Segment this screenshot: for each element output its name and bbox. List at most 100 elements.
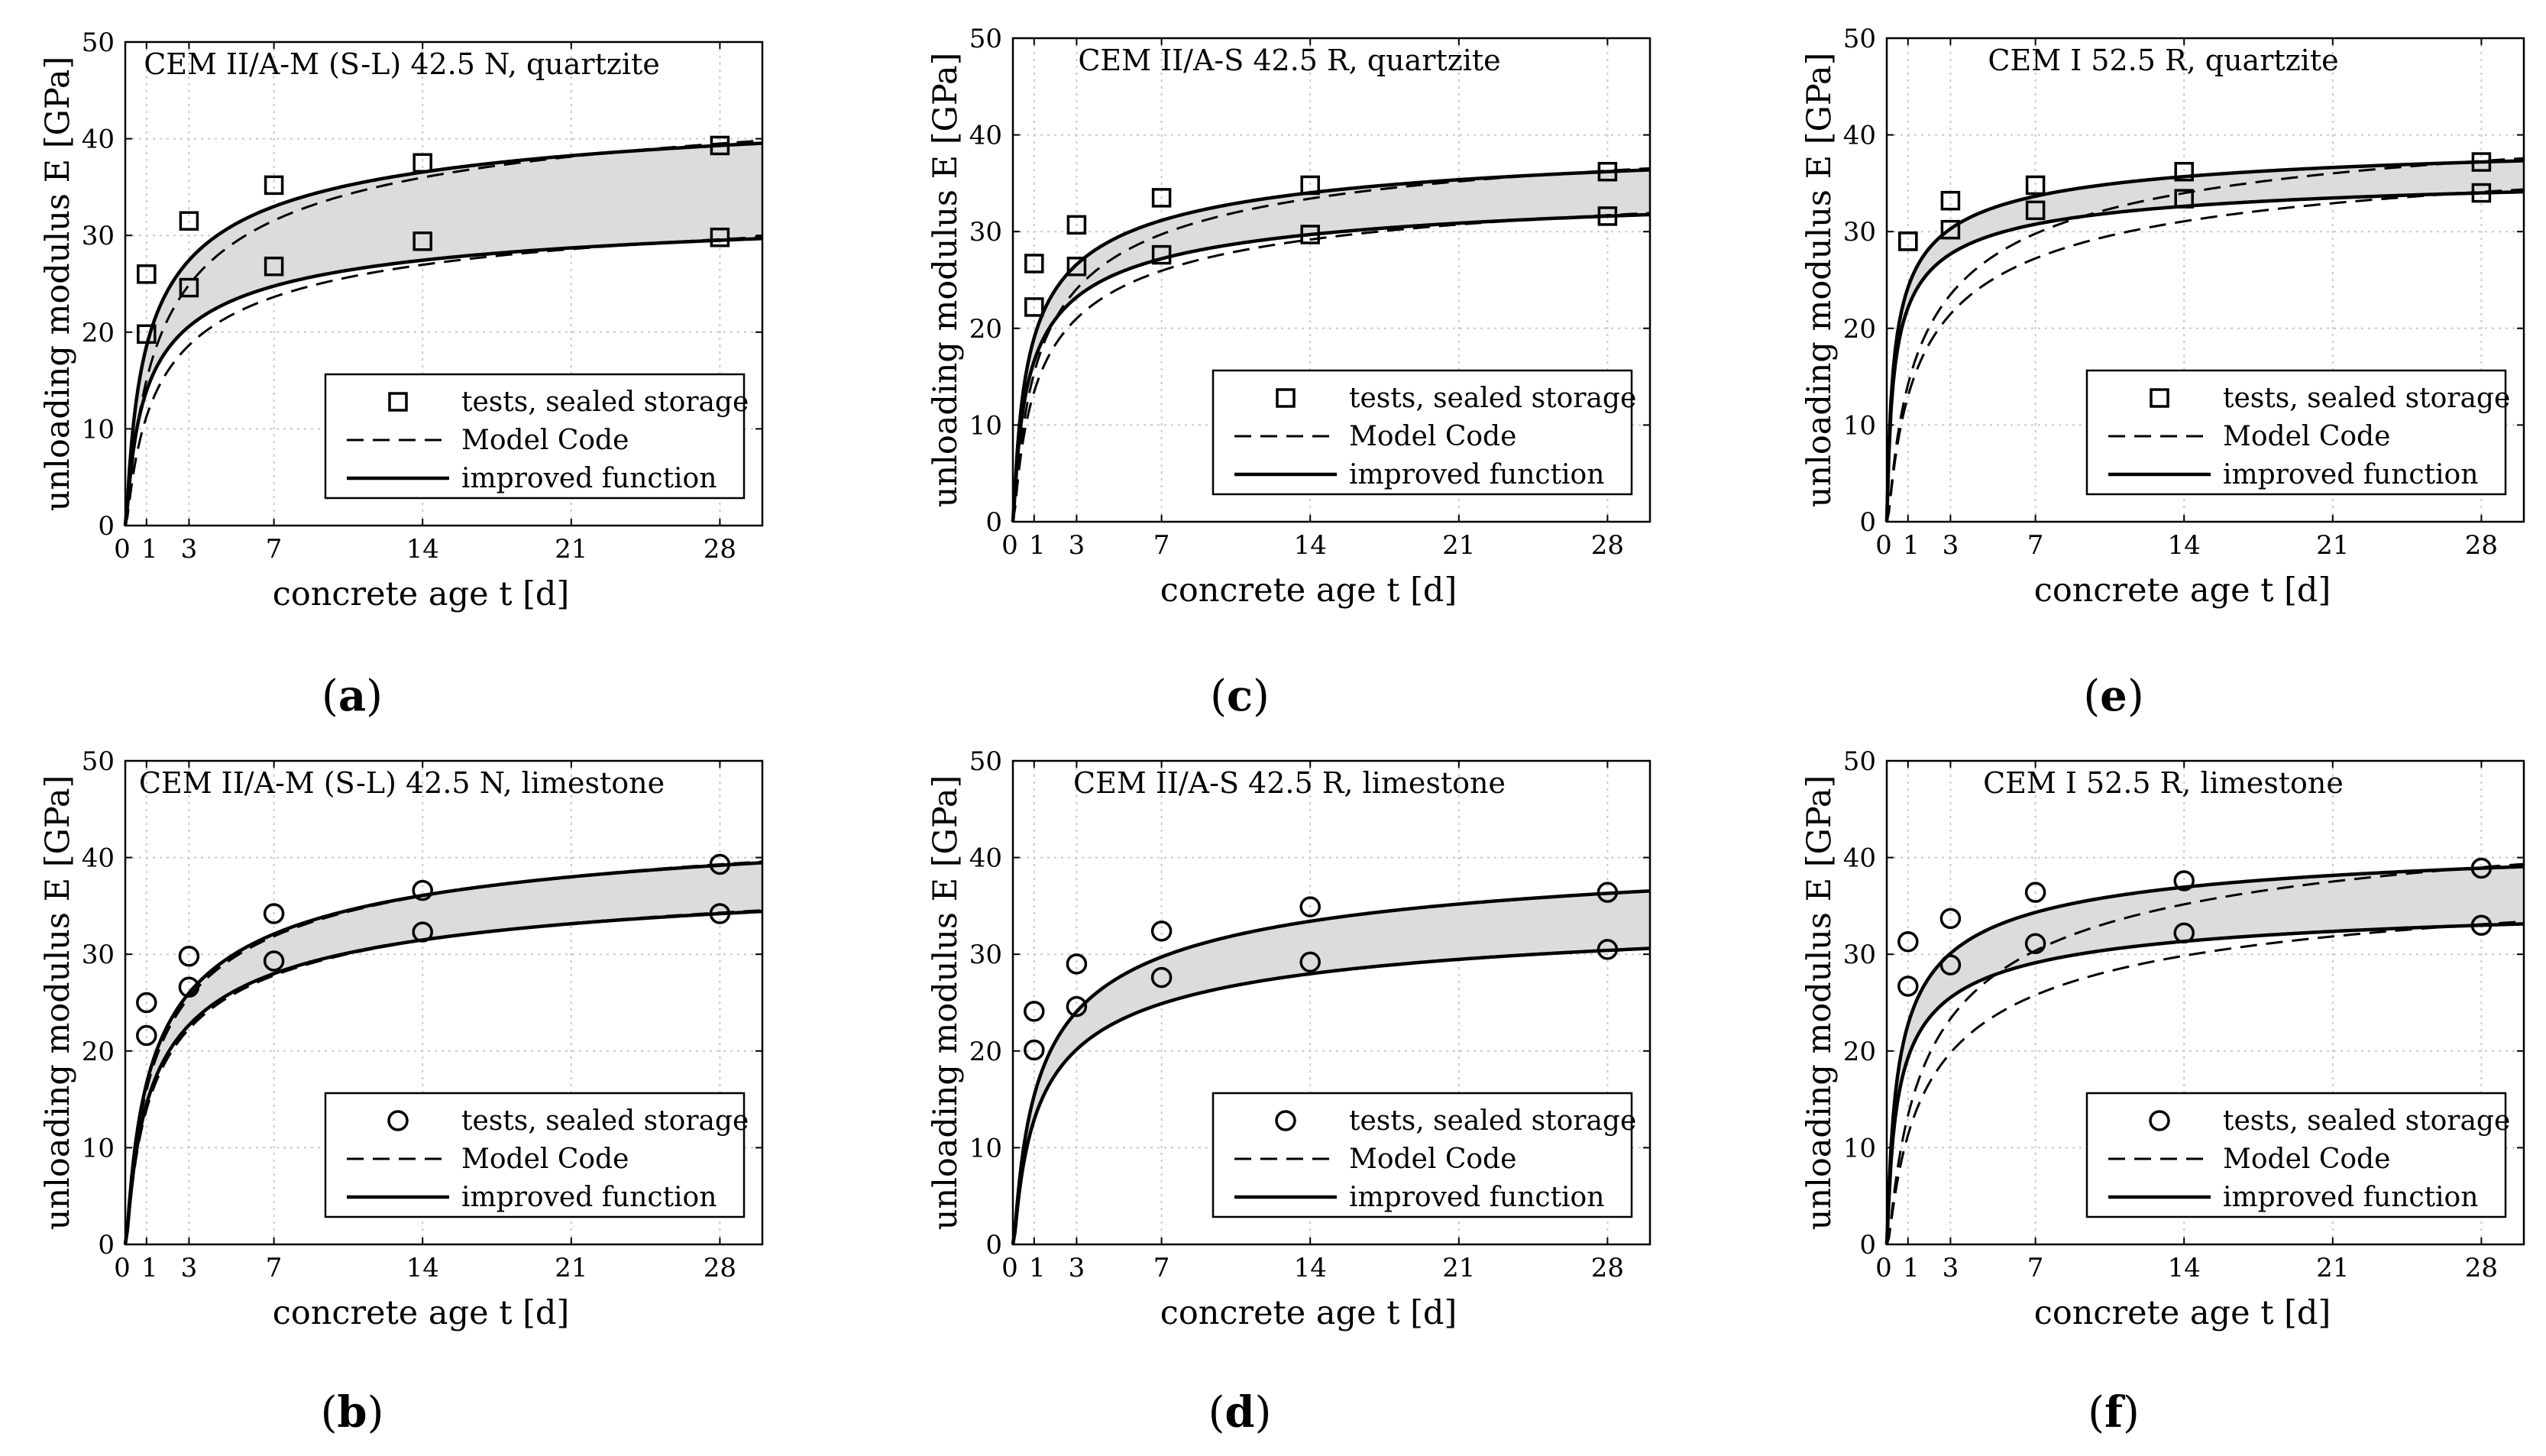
legend-label-improved: improved function	[2223, 1182, 2478, 1213]
improved-curve-upper	[1011, 168, 1651, 523]
improved-curve-upper	[1884, 865, 2525, 1245]
legend: tests, sealed storage Model Code improved …	[1212, 369, 1636, 496]
data-point-square	[1024, 297, 1044, 317]
chart-title: CEM II/A-S 42.5 R, limestone	[1073, 766, 1506, 800]
x-axis-label: concrete age t [d]	[273, 1294, 569, 1332]
data-point-circle	[178, 976, 200, 998]
x-tick-label: 28	[704, 1253, 736, 1283]
legend: tests, sealed storage Model Code improved …	[324, 373, 749, 500]
y-tick-label: 40	[969, 121, 1002, 151]
x-tick-label: 0	[114, 1253, 131, 1283]
x-tick-label: 1	[141, 1253, 158, 1283]
y-tick-label: 20	[969, 314, 1002, 345]
legend-label-model-code: Model Code	[2223, 421, 2390, 452]
data-point-square	[137, 264, 157, 284]
data-point-circle	[263, 950, 285, 972]
panel-label: (b)	[321, 1387, 384, 1438]
panel-label-open: (	[1210, 671, 1227, 721]
chart-panel-e: 0 1 3 7 14 21 28 0 10 20 30 40 50 CEM I 52.5 R, quart…	[1800, 24, 2525, 721]
axes-frame	[1885, 37, 2525, 523]
data-point-square	[1898, 231, 1918, 251]
x-tick-label: 3	[1943, 1253, 1959, 1283]
panel-label-close: )	[366, 671, 383, 721]
data-point-circle	[2173, 922, 2195, 944]
improved-curve-lower	[1011, 212, 1651, 523]
data-point-square	[1940, 190, 1961, 211]
data-point-square	[179, 211, 199, 231]
data-point-square	[710, 227, 730, 248]
improved-curve-lower	[123, 909, 763, 1245]
y-tick-label: 20	[1843, 1037, 1876, 1067]
legend-label-improved: improved function	[1349, 459, 1604, 490]
y-tick-label: 50	[82, 28, 115, 58]
shaded-band	[1887, 866, 2524, 1244]
y-tick-label: 0	[985, 507, 1002, 538]
data-point-circle	[2173, 870, 2195, 891]
legend-marker-square	[388, 392, 408, 412]
data-point-square	[2025, 200, 2046, 221]
x-tick-label: 7	[2027, 1253, 2044, 1283]
panel-label-open: (	[1208, 1388, 1225, 1438]
panel-label-close: )	[2123, 1388, 2140, 1438]
data-point-square	[1898, 231, 1918, 251]
chart-title: CEM I 52.5 R, quartzite	[1988, 44, 2338, 77]
improved-curve-lower	[1011, 946, 1651, 1245]
data-point-circle	[1597, 939, 1619, 960]
axes-frame	[1885, 759, 2525, 1246]
x-tick-label: 14	[2168, 530, 2201, 561]
legend: tests, sealed storage Model Code improved …	[2085, 1092, 2510, 1218]
legend-label-model-code: Model Code	[1349, 1144, 1516, 1175]
data-point-square	[1024, 254, 1044, 273]
panel-label-close: )	[2127, 671, 2144, 721]
data-point-square	[412, 153, 432, 173]
y-axis-label: unloading modulus E [GPa]	[927, 53, 965, 508]
legend-label-tests: tests, sealed storage	[461, 387, 749, 418]
y-tick-label: 50	[1843, 24, 1876, 54]
data-point-circle	[709, 853, 731, 875]
x-tick-label: 7	[266, 1253, 283, 1283]
panel-label-open: (	[2083, 671, 2100, 721]
legend-marker-square	[1276, 388, 1296, 408]
data-point-square	[179, 277, 199, 298]
improved-curve-lower	[123, 237, 763, 526]
data-point-circle	[709, 903, 731, 924]
panel-label: (a)	[322, 671, 383, 721]
data-point-circle	[136, 1024, 157, 1047]
legend-label-model-code: Model Code	[2223, 1144, 2390, 1175]
y-tick-label: 50	[1843, 746, 1876, 777]
data-point-circle	[2470, 857, 2493, 879]
x-tick-label: 7	[1153, 1253, 1170, 1283]
panel-label-letter: a	[338, 671, 366, 721]
data-point-square	[1151, 244, 1172, 265]
y-tick-label: 50	[969, 746, 1002, 777]
axes-frame	[124, 40, 764, 527]
axes-frame	[1011, 759, 1652, 1246]
x-tick-label: 28	[1591, 1253, 1624, 1283]
y-axis-label: unloading modulus E [GPa]	[39, 775, 77, 1231]
x-tick-label: 14	[406, 1253, 439, 1283]
y-tick-label: 0	[985, 1230, 1002, 1260]
panel-label-close: )	[1253, 671, 1270, 721]
data-point-circle	[1597, 882, 1619, 903]
data-point-circle	[1939, 954, 1962, 976]
chart-title: CEM II/A-M (S-L) 42.5 N, quartzite	[144, 47, 660, 81]
data-point-square	[264, 256, 284, 277]
x-tick-label: 3	[1943, 530, 1959, 561]
data-point-circle	[1897, 976, 1919, 997]
y-tick-label: 30	[82, 940, 115, 970]
data-point-square	[137, 324, 157, 345]
data-point-circle	[1024, 1001, 1045, 1022]
y-tick-label: 30	[82, 221, 115, 251]
data-point-circle	[1024, 1039, 1045, 1061]
y-tick-label: 10	[969, 1133, 1002, 1163]
x-tick-label: 14	[406, 534, 439, 565]
data-point-circle	[263, 903, 285, 924]
y-tick-label: 10	[1843, 1133, 1876, 1163]
legend-label-tests: tests, sealed storage	[2223, 383, 2510, 414]
improved-curve-lower	[1884, 189, 2525, 523]
legend-label-tests: tests, sealed storage	[1349, 1105, 1636, 1137]
model-code-curve-lower	[1885, 920, 2525, 1245]
y-tick-label: 30	[1843, 940, 1876, 970]
y-tick-label: 30	[969, 940, 1002, 970]
chart-panel-f: 0 1 3 7 14 21 28 0 10 20 30 40 50 CEM I 52.5 R, limes…	[1800, 746, 2525, 1438]
